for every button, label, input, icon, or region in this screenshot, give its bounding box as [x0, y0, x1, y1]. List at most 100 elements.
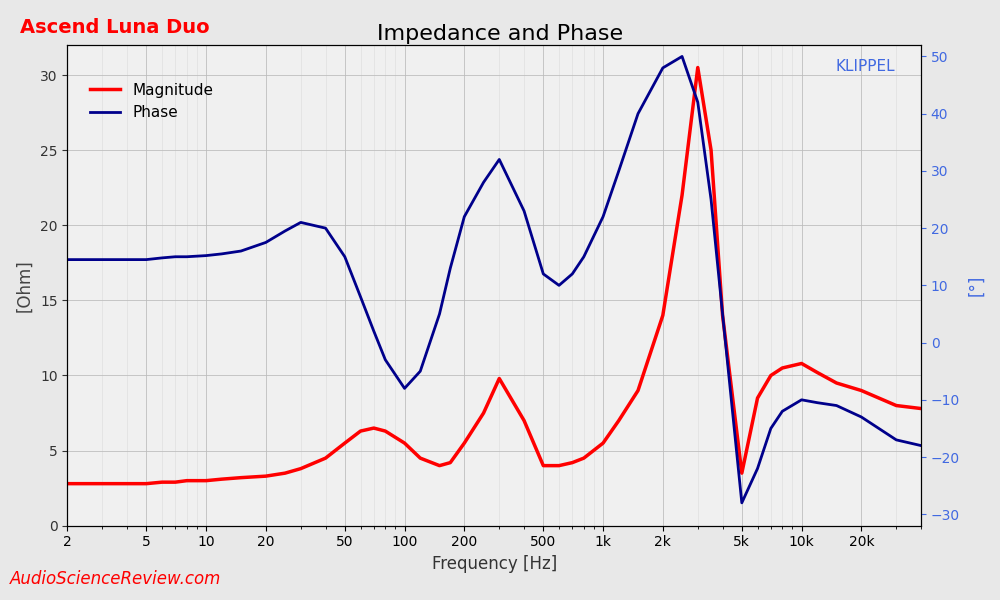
Phase: [444, 265, 456, 272]
Magnitude: [566, 459, 578, 466]
Magnitude: [216, 476, 228, 483]
Magnitude: [537, 462, 549, 469]
Phase: [355, 293, 367, 301]
Magnitude: [915, 405, 927, 412]
Phase: [216, 250, 228, 257]
Phase: [458, 213, 470, 220]
Phase: [414, 368, 426, 375]
Phase: [657, 64, 669, 71]
Phase: [368, 328, 380, 335]
Text: Impedance and Phase: Impedance and Phase: [377, 24, 623, 44]
Phase: [260, 239, 272, 246]
Magnitude: [796, 360, 808, 367]
Phase: [831, 402, 843, 409]
Phase: [890, 436, 902, 443]
Phase: [399, 385, 411, 392]
Phase: [339, 253, 351, 260]
Magnitude: [705, 146, 717, 154]
Magnitude: [200, 477, 212, 484]
Magnitude: [458, 439, 470, 446]
Phase: [855, 413, 867, 421]
Phase: [717, 310, 729, 317]
Phase: [379, 356, 391, 364]
Phase: [632, 110, 644, 117]
Magnitude: [61, 480, 73, 487]
Phase: [553, 282, 565, 289]
Phase: [200, 252, 212, 259]
Phase: [140, 256, 152, 263]
Phase: [320, 224, 332, 232]
Line: Magnitude: Magnitude: [67, 68, 921, 484]
Magnitude: [414, 455, 426, 462]
Phase: [597, 213, 609, 220]
Phase: [493, 156, 505, 163]
Magnitude: [493, 375, 505, 382]
Magnitude: [676, 191, 688, 199]
Magnitude: [632, 387, 644, 394]
Phase: [752, 465, 764, 472]
Magnitude: [855, 387, 867, 394]
Phase: [692, 98, 704, 106]
Magnitude: [692, 64, 704, 71]
Phase: [566, 271, 578, 278]
Magnitude: [355, 427, 367, 434]
Magnitude: [752, 394, 764, 401]
Phase: [915, 442, 927, 449]
Phase: [121, 256, 133, 263]
Magnitude: [96, 480, 108, 487]
Magnitude: [434, 462, 446, 469]
Phase: [676, 53, 688, 60]
Magnitude: [235, 474, 247, 481]
Phase: [279, 227, 291, 235]
Phase: [61, 256, 73, 263]
Phase: [776, 407, 788, 415]
Magnitude: [736, 470, 748, 477]
Y-axis label: [Ohm]: [Ohm]: [15, 259, 33, 312]
Phase: [796, 396, 808, 403]
Magnitude: [444, 459, 456, 466]
Magnitude: [320, 455, 332, 462]
Magnitude: [140, 480, 152, 487]
Magnitude: [81, 480, 93, 487]
Magnitude: [776, 364, 788, 371]
Phase: [518, 208, 530, 215]
Legend: Magnitude, Phase: Magnitude, Phase: [83, 77, 219, 127]
Phase: [96, 256, 108, 263]
Magnitude: [279, 470, 291, 477]
Magnitude: [260, 473, 272, 480]
Line: Phase: Phase: [67, 56, 921, 503]
Phase: [181, 253, 193, 260]
Magnitude: [553, 462, 565, 469]
Magnitude: [379, 427, 391, 434]
Text: AudioScienceReview.com: AudioScienceReview.com: [10, 570, 221, 588]
Phase: [478, 179, 490, 186]
Magnitude: [156, 479, 168, 486]
Phase: [613, 167, 625, 175]
Magnitude: [368, 424, 380, 431]
Magnitude: [578, 455, 590, 462]
Magnitude: [811, 369, 823, 376]
Y-axis label: [°]: [°]: [967, 275, 985, 296]
Magnitude: [478, 409, 490, 416]
Phase: [295, 219, 307, 226]
Text: KLIPPEL: KLIPPEL: [836, 59, 895, 74]
Magnitude: [717, 312, 729, 319]
Phase: [235, 247, 247, 254]
Phase: [169, 253, 181, 260]
Phase: [81, 256, 93, 263]
Magnitude: [765, 372, 777, 379]
Magnitude: [169, 479, 181, 486]
Magnitude: [399, 439, 411, 446]
Phase: [434, 310, 446, 317]
Magnitude: [890, 402, 902, 409]
Phase: [765, 425, 777, 432]
Magnitude: [613, 417, 625, 424]
Phase: [705, 196, 717, 203]
Phase: [811, 399, 823, 406]
Phase: [537, 271, 549, 278]
Magnitude: [121, 480, 133, 487]
Magnitude: [518, 417, 530, 424]
Magnitude: [295, 465, 307, 472]
Magnitude: [597, 439, 609, 446]
Magnitude: [181, 477, 193, 484]
